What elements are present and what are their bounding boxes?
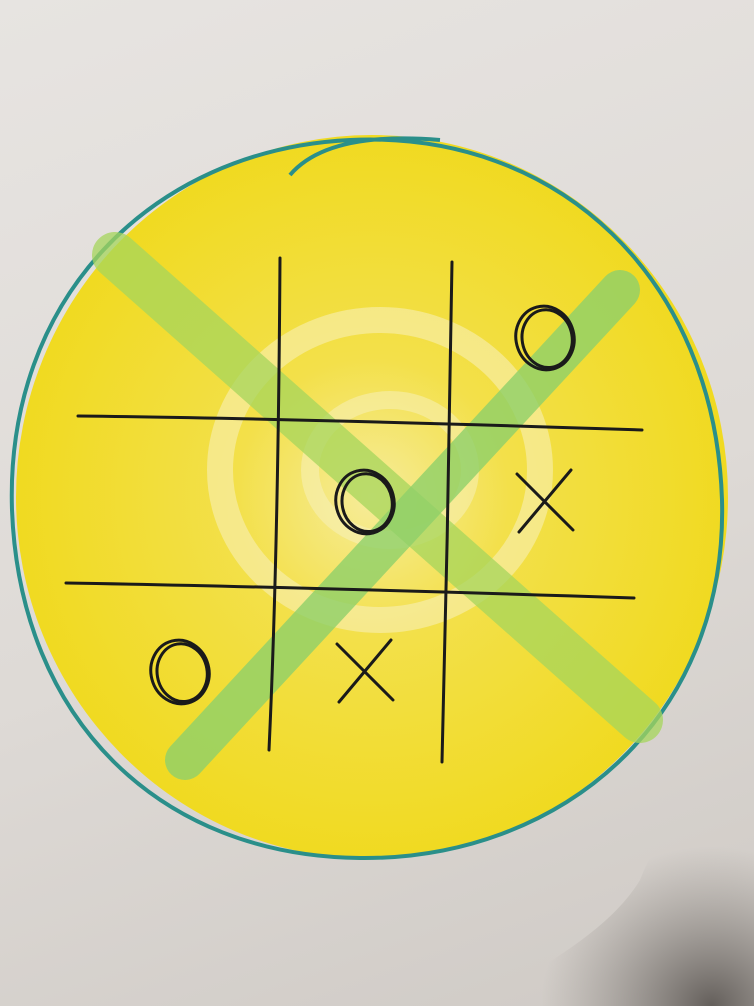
hand-shadow bbox=[470, 740, 754, 1006]
tic-tac-toe-grid bbox=[64, 256, 644, 764]
mark-o-retrace-r1-c1 bbox=[340, 472, 394, 534]
grid-vertical-left bbox=[267, 256, 282, 752]
mark-o-r0-c2 bbox=[514, 304, 576, 372]
mark-o-r2-c0 bbox=[149, 638, 211, 706]
board-marks bbox=[149, 304, 576, 706]
pale-swirl bbox=[207, 307, 553, 633]
mark-x-r1-c2 bbox=[515, 468, 575, 534]
mark-o-retrace-r0-c2 bbox=[520, 308, 574, 370]
mark-o-r1-c1 bbox=[334, 468, 396, 536]
circle-outline bbox=[9, 136, 725, 861]
mark-o-retrace-r2-c0 bbox=[155, 642, 209, 704]
mark-x-r2-c1 bbox=[335, 638, 395, 704]
grid-vertical-right bbox=[440, 260, 454, 764]
green-diagonal-stroke bbox=[92, 232, 663, 743]
grid-horizontal-bottom bbox=[64, 581, 636, 600]
grid-horizontal-top bbox=[76, 414, 644, 432]
